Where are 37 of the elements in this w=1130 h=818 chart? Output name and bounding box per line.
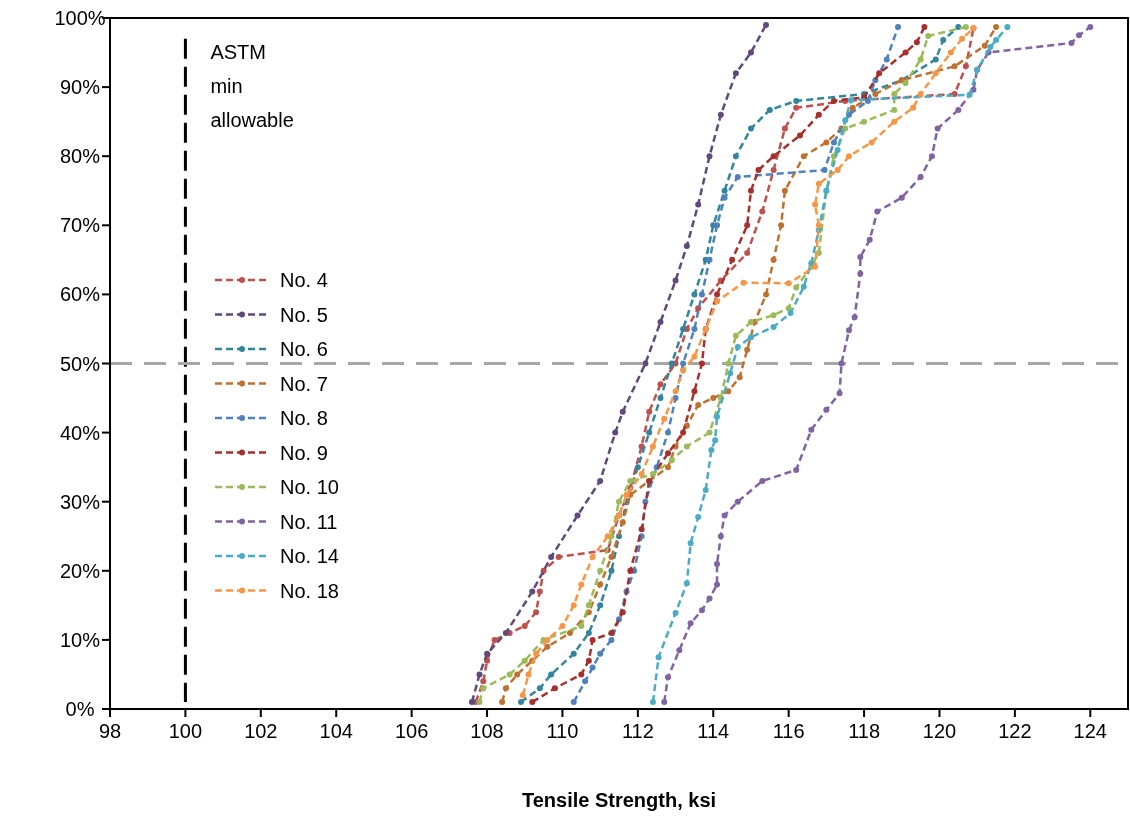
- legend-label: No. 18: [280, 579, 339, 602]
- y-tick-label: 10%: [59, 628, 101, 651]
- legend-label: No. 11: [280, 510, 338, 533]
- y-tick-label: 50%: [59, 352, 101, 375]
- legend-label: No. 14: [280, 545, 339, 567]
- x-tick-label: 118: [848, 720, 881, 742]
- x-tick-label: 114: [697, 720, 730, 742]
- y-tick-label: 80%: [59, 145, 101, 168]
- x-tick-label: 122: [998, 720, 1032, 742]
- x-tick-label: 108: [470, 720, 504, 742]
- legend-label: No. 6: [280, 338, 328, 360]
- legend-label: No. 5: [280, 303, 328, 326]
- legend-label: No. 7: [280, 372, 328, 395]
- x-tick-label: 116: [772, 720, 805, 742]
- y-tick-label: 20%: [59, 559, 101, 582]
- x-tick-label: 120: [922, 720, 957, 742]
- x-tick-label: 98: [98, 720, 122, 742]
- legend-label: No. 9: [280, 441, 328, 464]
- x-axis-title: Tensile Strength, ksi: [521, 789, 717, 811]
- x-tick-label: 112: [621, 720, 654, 742]
- x-tick-label: 102: [244, 720, 278, 742]
- x-tick-label: 104: [319, 720, 353, 742]
- y-tick-label: 30%: [59, 490, 101, 513]
- y-tick-label: 40%: [59, 421, 101, 444]
- ref-line-label: ASTM min allowable: [210, 40, 294, 131]
- y-tick-label: 60%: [59, 283, 101, 306]
- legend-label: No. 10: [280, 476, 339, 498]
- x-tick-label: 106: [394, 720, 429, 742]
- x-tick-label: 110: [546, 720, 579, 742]
- x-tick-label: 124: [1073, 720, 1107, 742]
- y-tick-label: 100%: [54, 7, 106, 29]
- y-tick-label: 90%: [59, 76, 101, 99]
- legend-label: No. 8: [280, 407, 328, 429]
- y-tick-label: 70%: [59, 214, 101, 237]
- legend-label: No. 4: [280, 269, 328, 291]
- y-tick-label: 0%: [65, 698, 95, 720]
- x-tick-label: 100: [168, 720, 203, 742]
